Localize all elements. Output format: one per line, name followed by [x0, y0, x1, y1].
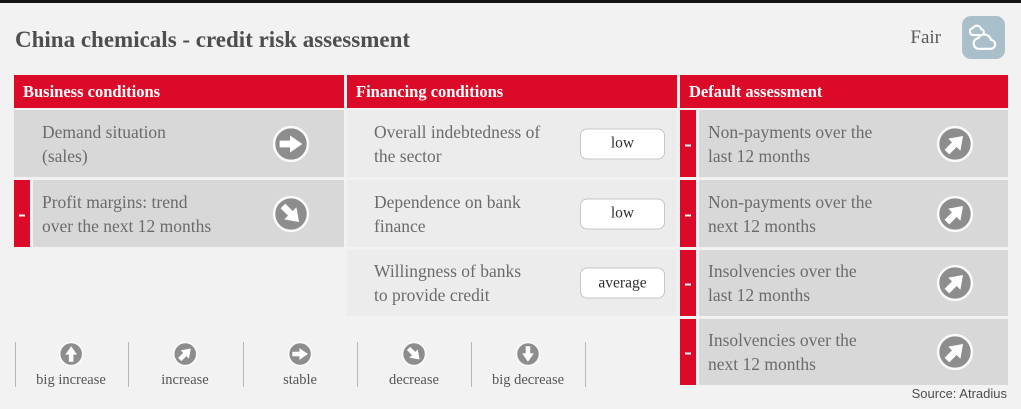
legend-divider — [128, 342, 129, 387]
legend-divider — [243, 342, 244, 387]
legend-item-decrease: decrease — [389, 341, 439, 389]
legend-item-increase: increase — [161, 341, 209, 389]
trend-arrow-icon — [272, 125, 310, 163]
column-header: Financing conditions — [347, 75, 677, 108]
negative-marker-badge: - — [680, 180, 696, 247]
trend-arrow-icon — [936, 194, 974, 233]
row-label: Dependence on bank finance — [374, 191, 521, 236]
legend-divider — [15, 342, 16, 387]
cloud-icon — [962, 16, 1005, 59]
rating-label: Fair — [910, 26, 941, 48]
page-title: China chemicals - credit risk assessment — [15, 27, 411, 52]
value-pill: low — [580, 128, 665, 159]
row-label: Non-payments over the last 12 months — [708, 121, 873, 166]
negative-marker-badge: - — [680, 319, 696, 385]
column-default-assessment: Default assessment - Non-payments over t… — [680, 75, 1008, 388]
row-label: Willingness of banks to provide credit — [374, 261, 522, 305]
row-nonpayments-last-12m: - Non-payments over the last 12 months — [680, 110, 1008, 177]
decrease-arrow-icon — [401, 341, 427, 367]
value-pill: low — [580, 198, 665, 229]
column-header: Default assessment — [680, 75, 1008, 108]
value-pill: average — [580, 267, 665, 299]
overall-rating: Fair — [910, 16, 1005, 59]
row-label: Demand situation (sales) — [42, 121, 166, 166]
row-overall-indebtedness: Overall indebtedness of the sector low — [347, 110, 677, 177]
top-border-line — [0, 0, 1021, 3]
column-business-conditions: Business conditions Demand situation (sa… — [14, 75, 344, 250]
row-demand-situation: Demand situation (sales) — [14, 110, 344, 177]
row-insolvencies-next-12m: - Insolvencies over the next 12 months — [680, 319, 1008, 385]
legend-item-stable: stable — [283, 341, 317, 389]
row-nonpayments-next-12m: - Non-payments over the next 12 months — [680, 180, 1008, 247]
legend-item-big-decrease: big decrease — [492, 341, 564, 389]
row-label: Profit margins: trend over the next 12 m… — [42, 191, 212, 236]
column-header: Business conditions — [14, 75, 344, 108]
trend-arrow-icon — [936, 264, 974, 302]
source-note: Source: Atradius — [911, 386, 1007, 401]
big-decrease-arrow-icon — [515, 341, 541, 367]
trend-arrow-icon — [272, 194, 310, 233]
legend-item-big-increase: big increase — [36, 341, 106, 389]
legend-divider — [471, 342, 472, 387]
row-bank-dependence: Dependence on bank finance low — [347, 180, 677, 247]
legend-divider — [357, 342, 358, 387]
row-insolvencies-last-12m: - Insolvencies over the last 12 months — [680, 250, 1008, 316]
trend-arrow-icon — [936, 333, 974, 371]
row-label: Non-payments over the next 12 months — [708, 191, 873, 236]
negative-marker-badge: - — [680, 250, 696, 316]
trend-arrow-icon — [936, 124, 974, 163]
negative-marker-badge: - — [680, 110, 696, 177]
row-profit-margins: - Profit margins: trend over the next 12… — [14, 180, 344, 247]
big-increase-arrow-icon — [58, 341, 84, 367]
stable-arrow-icon — [287, 341, 313, 367]
row-banks-willingness: Willingness of banks to provide credit a… — [347, 250, 677, 316]
column-financing-conditions: Financing conditions Overall indebtednes… — [347, 75, 677, 319]
negative-marker-badge: - — [14, 180, 30, 247]
row-label: Insolvencies over the last 12 months — [708, 261, 857, 305]
legend-divider — [585, 342, 586, 387]
row-label: Insolvencies over the next 12 months — [708, 330, 857, 374]
row-label: Overall indebtedness of the sector — [374, 121, 541, 166]
trend-legend: big increase increase stable decrease bi… — [0, 341, 620, 391]
increase-arrow-icon — [172, 341, 198, 367]
